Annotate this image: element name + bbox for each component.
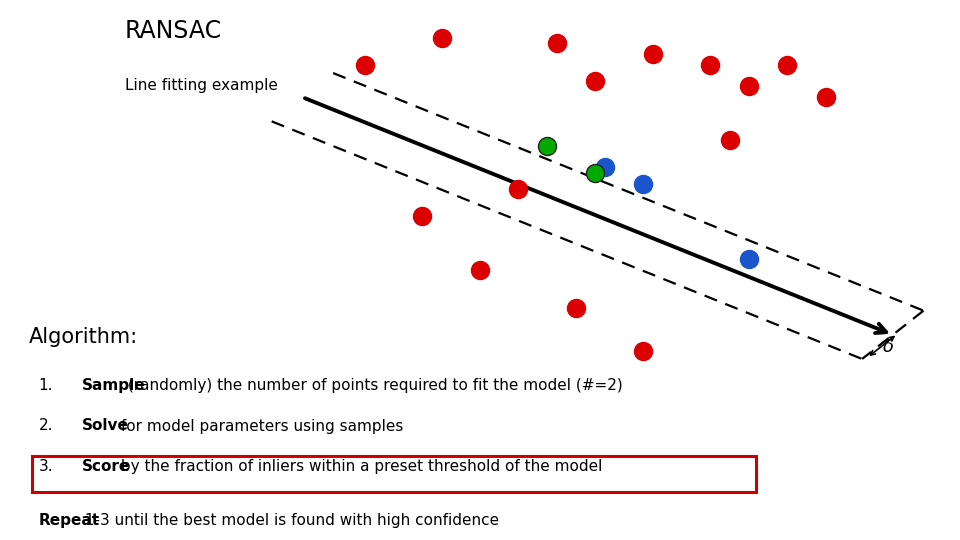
Text: Algorithm:: Algorithm: — [29, 327, 138, 347]
Text: Sample: Sample — [82, 378, 145, 393]
Text: RANSAC: RANSAC — [125, 19, 222, 43]
Text: Line fitting example: Line fitting example — [125, 78, 277, 93]
Text: Repeat: Repeat — [38, 513, 100, 528]
Text: 2.: 2. — [38, 418, 53, 434]
Text: 1.: 1. — [38, 378, 53, 393]
Text: Solve: Solve — [82, 418, 129, 434]
Text: (randomly) the number of points required to fit the model (#=2): (randomly) the number of points required… — [123, 378, 623, 393]
Bar — [32, 456, 756, 492]
Text: Score: Score — [82, 459, 130, 474]
Text: δ: δ — [883, 338, 894, 356]
Text: 3.: 3. — [38, 459, 53, 474]
Text: for model parameters using samples: for model parameters using samples — [116, 418, 403, 434]
Text: 1-3 until the best model is found with high confidence: 1-3 until the best model is found with h… — [80, 513, 499, 528]
Text: by the fraction of inliers within a preset threshold of the model: by the fraction of inliers within a pres… — [116, 459, 603, 474]
